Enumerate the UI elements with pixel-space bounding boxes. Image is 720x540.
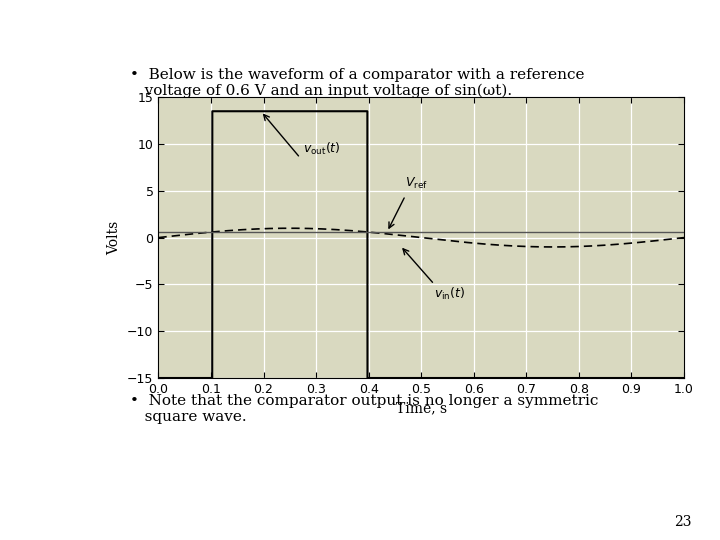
Text: $V_{\rm ref}$: $V_{\rm ref}$ [405,176,428,191]
X-axis label: Time, s: Time, s [395,401,447,415]
Text: voltage of 0.6 V and an input voltage of sin(ωt).: voltage of 0.6 V and an input voltage of… [130,84,512,98]
Text: •  Note that the comparator output is no longer a symmetric: • Note that the comparator output is no … [130,394,598,408]
Text: 23: 23 [674,515,691,529]
Text: •  Below is the waveform of a comparator with a reference: • Below is the waveform of a comparator … [130,68,584,82]
Text: $v_{\rm in}(t)$: $v_{\rm in}(t)$ [434,286,466,302]
Text: square wave.: square wave. [130,410,246,424]
Text: $v_{\rm out}(t)$: $v_{\rm out}(t)$ [303,141,341,157]
Y-axis label: Volts: Volts [107,220,122,255]
